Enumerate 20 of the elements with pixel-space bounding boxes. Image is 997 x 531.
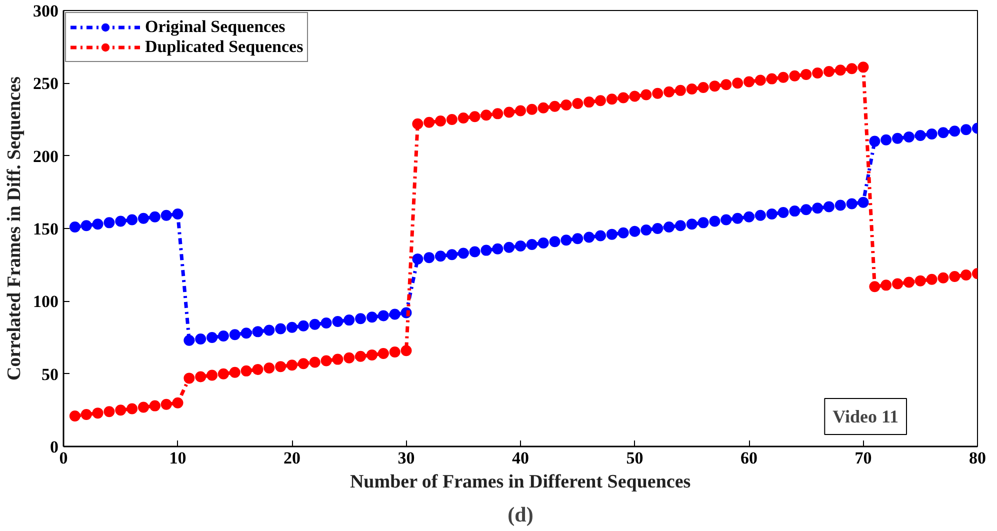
x-tick-label: 30: [398, 448, 415, 468]
x-tick-label: 10: [169, 448, 186, 468]
y-tick-label: 100: [33, 292, 58, 312]
x-tick-label: 20: [284, 448, 300, 468]
x-tick-label: 50: [626, 448, 644, 468]
text: (d): [508, 502, 534, 526]
y-axis-title: Correlated Frames in Diff. Sequences: [4, 76, 25, 381]
y-tick-label: 250: [33, 74, 58, 94]
y-tick-label: 150: [33, 220, 58, 238]
x-tick-label: 40: [512, 448, 529, 468]
legend-label: Original Sequences: [145, 17, 286, 37]
y-tick-label: 200: [33, 146, 58, 166]
x-tick-label: 60: [740, 448, 758, 468]
annotation: Video 11: [832, 406, 899, 426]
x-axis-title: Number of Frames in Different Sequences: [350, 472, 691, 492]
x-tick-label: 80: [969, 448, 986, 468]
y-tick-label: 300: [33, 2, 58, 20]
legend-label: Duplicated Sequences: [145, 37, 304, 57]
y-tick-label: 50: [42, 364, 58, 384]
x-tick-label: 70: [854, 448, 872, 468]
